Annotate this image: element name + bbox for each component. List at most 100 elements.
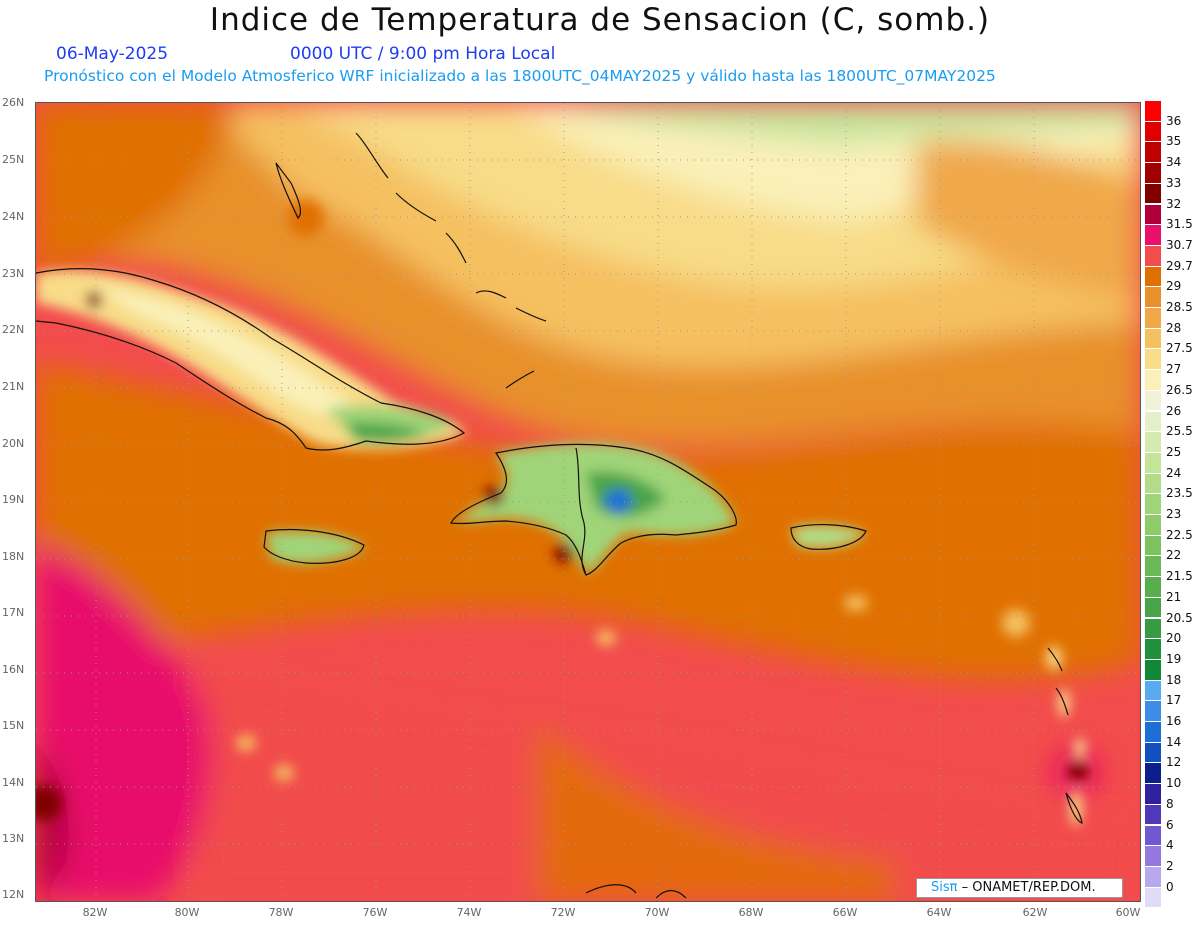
lat-label: 20N (2, 437, 25, 450)
colorbar-label: 22.5 (1166, 527, 1193, 542)
colorbar-swatch (1145, 617, 1161, 639)
graticule (36, 103, 1140, 901)
colorbar-label: 21.5 (1166, 569, 1193, 584)
lat-label: 18N (2, 550, 25, 563)
colorbar-label: 35 (1166, 134, 1182, 149)
lon-label: 74W (456, 906, 482, 919)
lon-label: 62W (1022, 906, 1048, 919)
lat-label: 17N (2, 606, 25, 619)
colorbar-label: 34 (1166, 155, 1182, 170)
colorbar-label: 36 (1166, 113, 1182, 128)
colorbar-swatch (1145, 451, 1161, 473)
coastlines (36, 132, 1083, 899)
colorbar-swatch (1145, 576, 1161, 597)
colorbar-swatch (1145, 472, 1161, 494)
lat-label: 14N (2, 776, 25, 789)
colorbar-label: 2 (1166, 858, 1174, 873)
colorbar-swatch (1145, 348, 1161, 370)
colorbar-swatch (1145, 410, 1161, 432)
land-features (36, 200, 1088, 826)
lon-label: 66W (832, 906, 858, 919)
colorbar-swatch (1145, 389, 1161, 411)
colorbar-label: 20 (1166, 631, 1182, 646)
lon-label: 80W (174, 906, 200, 919)
colorbar-label: 24 (1166, 465, 1182, 480)
colorbar-label: 30.7 (1166, 237, 1193, 252)
colorbar-swatch (1145, 534, 1161, 556)
colorbar-swatch (1145, 286, 1161, 307)
colorbar-label: 17 (1166, 693, 1182, 708)
colorbar-swatch (1145, 865, 1161, 887)
heat-index-map (35, 102, 1141, 902)
colorbar-label: 29.7 (1166, 258, 1193, 273)
colorbar-swatch (1145, 265, 1161, 287)
forecast-time: 0000 UTC / 9:00 pm Hora Local (290, 44, 556, 64)
colorbar-swatch (1145, 803, 1161, 825)
colorbar-swatch (1145, 721, 1161, 742)
colorbar-label: 25 (1166, 444, 1182, 459)
colorbar-label: 12 (1166, 755, 1182, 770)
colorbar-label: 27 (1166, 362, 1182, 377)
colorbar-label: 16 (1166, 714, 1182, 728)
lat-label: 21N (2, 380, 25, 393)
colorbar-label: 26.5 (1166, 382, 1193, 397)
lon-label: 78W (268, 906, 294, 919)
colorbar-swatch (1145, 493, 1161, 514)
lon-label: 68W (738, 906, 764, 919)
lat-label: 24N (2, 210, 25, 223)
colorbar-label: 28.5 (1166, 300, 1193, 314)
colorbar-swatch (1145, 162, 1161, 183)
colorbar-label: 0 (1166, 879, 1174, 894)
colorbar-swatch (1145, 141, 1161, 163)
colorbar-label: 25.5 (1166, 424, 1193, 439)
lon-label: 60W (1115, 906, 1141, 919)
colorbar-label: 33 (1166, 175, 1182, 190)
colorbar-label: 22 (1166, 548, 1182, 563)
lat-label: 22N (2, 323, 25, 336)
colorbar-label: 26 (1166, 403, 1182, 418)
lon-label: 72W (550, 906, 576, 919)
colorbar-swatch (1145, 224, 1161, 245)
lat-label: 15N (2, 719, 25, 732)
lat-label: 19N (2, 493, 25, 506)
colorbar-label: 28 (1166, 320, 1182, 335)
colorbar-label: 23.5 (1166, 486, 1193, 501)
lat-label: 25N (2, 153, 25, 166)
credit-text: – ONAMET/REP.DOM. (957, 880, 1096, 895)
lat-label: 16N (2, 663, 25, 676)
colorbar-swatch (1145, 555, 1161, 577)
colorbar-label: 23 (1166, 507, 1182, 521)
colorbar-label: 4 (1166, 838, 1174, 853)
colorbar-swatch (1145, 244, 1161, 266)
colorbar-swatch (1145, 638, 1161, 659)
colorbar-label: 6 (1166, 817, 1174, 832)
colorbar-swatch (1145, 203, 1161, 225)
lat-label: 13N (2, 832, 25, 845)
colorbar-swatch (1145, 514, 1161, 535)
colorbar-label: 20.5 (1166, 610, 1193, 625)
lon-label: 76W (362, 906, 388, 919)
colorbar-swatch (1145, 327, 1161, 349)
colorbar-swatch (1145, 658, 1161, 680)
colorbar-swatch (1145, 824, 1161, 846)
lon-label: 82W (82, 906, 108, 919)
model-info-line: Pronóstico con el Modelo Atmosferico WRF… (44, 67, 996, 85)
colorbar-label: 19 (1166, 651, 1182, 666)
colorbar-swatch (1145, 182, 1161, 204)
map-canvas (36, 103, 1140, 901)
colorbar (1145, 100, 1161, 908)
lat-label: 26N (2, 96, 25, 109)
colorbar-swatch (1145, 762, 1161, 784)
credit-box: Sisπ – ONAMET/REP.DOM. (916, 878, 1123, 898)
colorbar-label: 31.5 (1166, 217, 1193, 232)
colorbar-swatch (1145, 741, 1161, 763)
colorbar-swatch (1145, 845, 1161, 866)
colorbar-swatch (1145, 369, 1161, 390)
colorbar-swatch (1145, 120, 1161, 142)
colorbar-label: 29 (1166, 279, 1182, 294)
colorbar-label: 8 (1166, 796, 1174, 811)
colorbar-swatch (1145, 700, 1161, 721)
colorbar-swatch (1145, 886, 1161, 908)
map-title: Indice de Temperatura de Sensacion (C, s… (209, 2, 991, 38)
colorbar-label: 32 (1166, 196, 1182, 211)
